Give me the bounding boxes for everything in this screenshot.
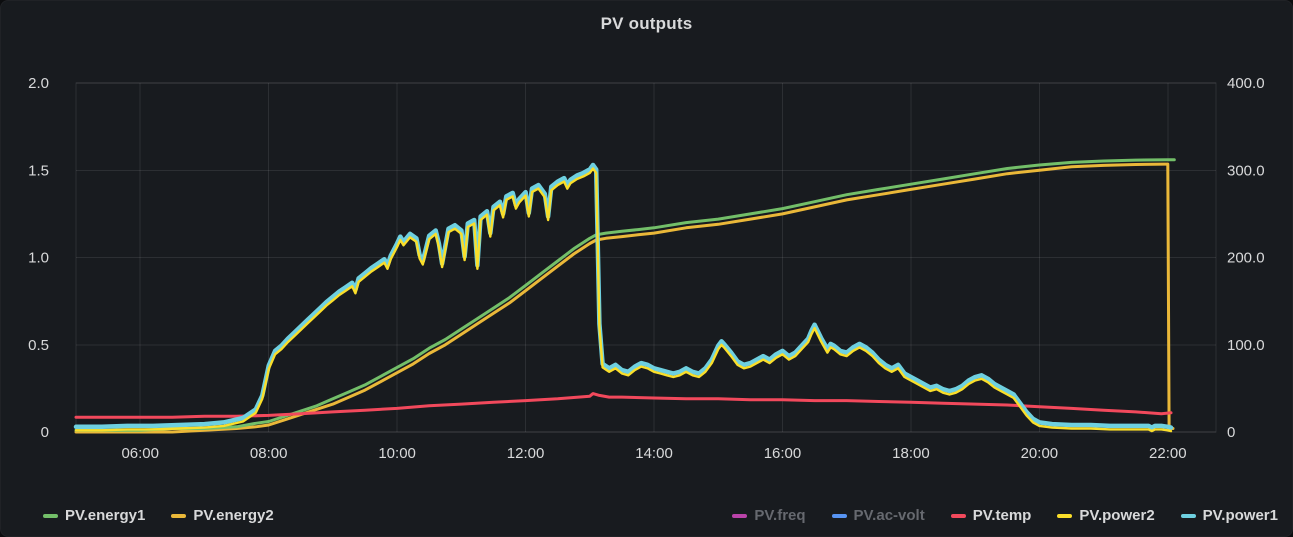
legend-item-PV.temp[interactable]: PV.temp	[950, 507, 1032, 524]
legend-item-PV.ac-volt[interactable]: PV.ac-volt	[831, 507, 925, 524]
x-axis-tick: 12:00	[507, 445, 545, 462]
series-PV.power2	[74, 167, 1173, 433]
panel-title[interactable]: PV outputs	[600, 14, 693, 33]
legend-label: PV.power1	[1202, 507, 1278, 524]
legend-item-PV.energy2[interactable]: PV.energy2	[171, 507, 274, 524]
legend-swatch-PV.temp	[950, 513, 966, 518]
x-axis-tick: 22:00	[1149, 445, 1187, 462]
legend-group-right: PV.freq PV.ac-volt PV.temp PV.power2 PV.powe…	[732, 507, 1278, 524]
y-axis-right-tick: 0	[1227, 424, 1235, 441]
y-axis-left-tick: 2.0	[28, 75, 49, 92]
legend-label: PV.power2	[1079, 507, 1155, 524]
legend-swatch-PV.freq	[732, 513, 748, 518]
x-axis-tick: 16:00	[764, 445, 802, 462]
x-axis-tick: 18:00	[892, 445, 930, 462]
x-axis-tick: 14:00	[635, 445, 673, 462]
x-axis-tick: 08:00	[250, 445, 288, 462]
y-axis-left-tick: 1.0	[28, 250, 49, 267]
legend-label: PV.temp	[972, 507, 1032, 524]
legend-item-PV.power2[interactable]: PV.power2	[1057, 507, 1155, 524]
legend-swatch-PV.ac-volt	[831, 513, 847, 518]
legend-label: PV.freq	[754, 507, 806, 524]
legend-label: PV.ac-volt	[853, 507, 925, 524]
legend-label: PV.energy2	[193, 507, 274, 524]
legend-group-left: PV.energy1 PV.energy2	[43, 507, 274, 524]
y-axis-right-tick: 300.0	[1227, 162, 1265, 179]
legend-label: PV.energy1	[65, 507, 146, 524]
legend-swatch-PV.energy2	[171, 513, 187, 518]
legend-swatch-PV.power2	[1057, 513, 1073, 518]
x-axis-tick: 06:00	[121, 445, 159, 462]
y-axis-right-tick: 200.0	[1227, 250, 1265, 267]
series-PV.power1	[73, 162, 1174, 430]
legend-swatch-PV.energy1	[43, 513, 58, 518]
y-axis-right-tick: 400.0	[1227, 75, 1265, 92]
legend-swatch-PV.power1	[1180, 513, 1196, 518]
x-axis-tick: 20:00	[1021, 445, 1059, 462]
y-axis-left-tick: 1.5	[28, 162, 49, 179]
legend-item-PV.freq[interactable]: PV.freq	[732, 507, 806, 524]
legend-item-PV.energy1[interactable]: PV.energy1	[43, 507, 145, 524]
plot-border	[75, 82, 1217, 433]
plot-area[interactable]	[76, 83, 1216, 432]
series-PV.temp	[74, 392, 1173, 419]
y-axis-left-tick: 0	[41, 424, 49, 441]
series-PV.energy2	[74, 162, 1175, 434]
y-axis-left-tick: 0.5	[28, 337, 49, 354]
legend: PV.energy1 PV.energy2 PV.freq PV.ac-volt PV…	[43, 507, 1278, 524]
legend-item-PV.power1[interactable]: PV.power1	[1180, 507, 1278, 524]
y-axis-right-tick: 100.0	[1227, 337, 1265, 354]
x-axis-tick: 10:00	[378, 445, 416, 462]
